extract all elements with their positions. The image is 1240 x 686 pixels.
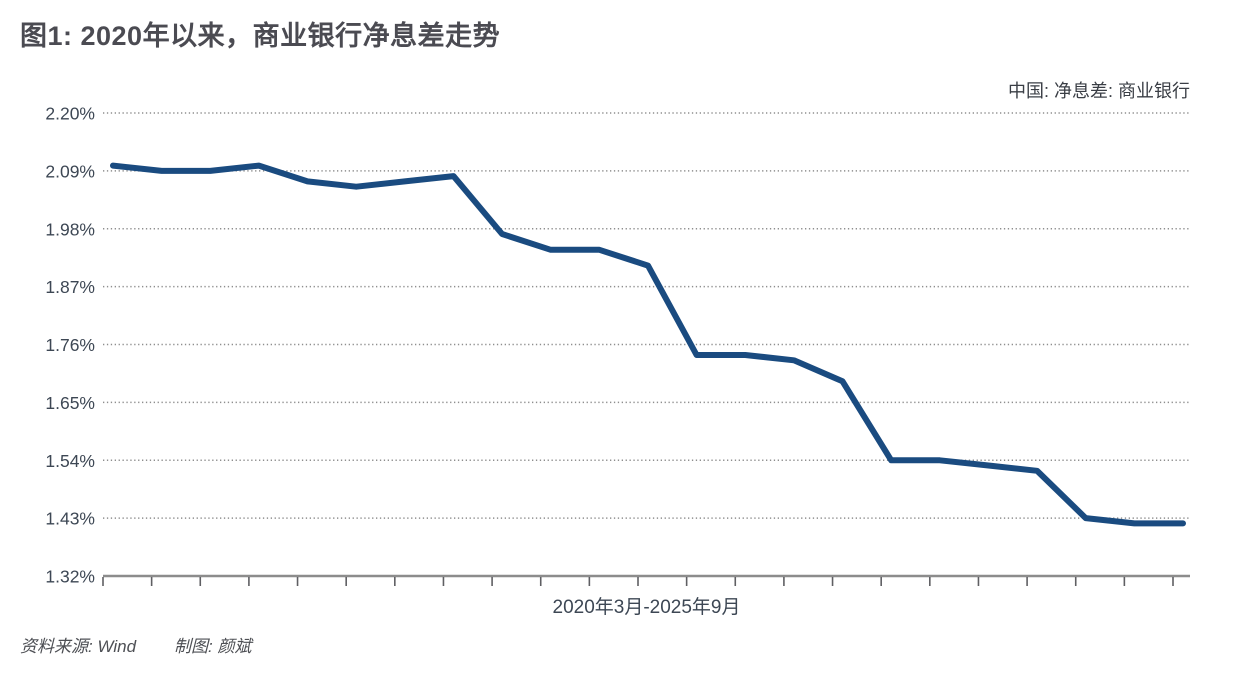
x-axis-label: 2020年3月-2025年9月 [552,597,741,618]
y-axis-tick-label: 1.98% [45,219,95,239]
y-axis-tick-label: 1.65% [45,393,95,413]
data-source-label: 资料来源: Wind [20,637,137,656]
y-axis-tick-label: 1.87% [45,277,95,297]
series-legend-label: 中国: 净息差: 商业银行 [1007,81,1190,101]
footer: 资料来源: Wind 制图: 颜斌 [20,632,251,657]
y-axis-tick-label: 2.20% [45,104,95,124]
y-axis-tick-label: 1.54% [45,451,95,471]
y-axis-tick-label: 2.09% [45,161,95,181]
y-axis-tick-label: 1.43% [45,509,95,529]
chart-title: 图1: 2020年以来，商业银行净息差走势 [20,21,501,51]
nim-trend-line [110,162,1186,527]
y-axis-tick-label: 1.32% [45,567,95,587]
y-axis-tick-label: 1.76% [45,335,95,355]
chart-credit-label: 制图: 颜斌 [174,637,252,656]
